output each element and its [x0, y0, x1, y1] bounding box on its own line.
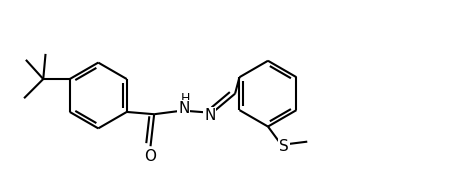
Text: O: O: [144, 149, 156, 164]
Text: N: N: [178, 101, 190, 116]
Text: H: H: [181, 92, 191, 105]
Text: N: N: [204, 108, 216, 123]
Text: S: S: [279, 139, 289, 154]
